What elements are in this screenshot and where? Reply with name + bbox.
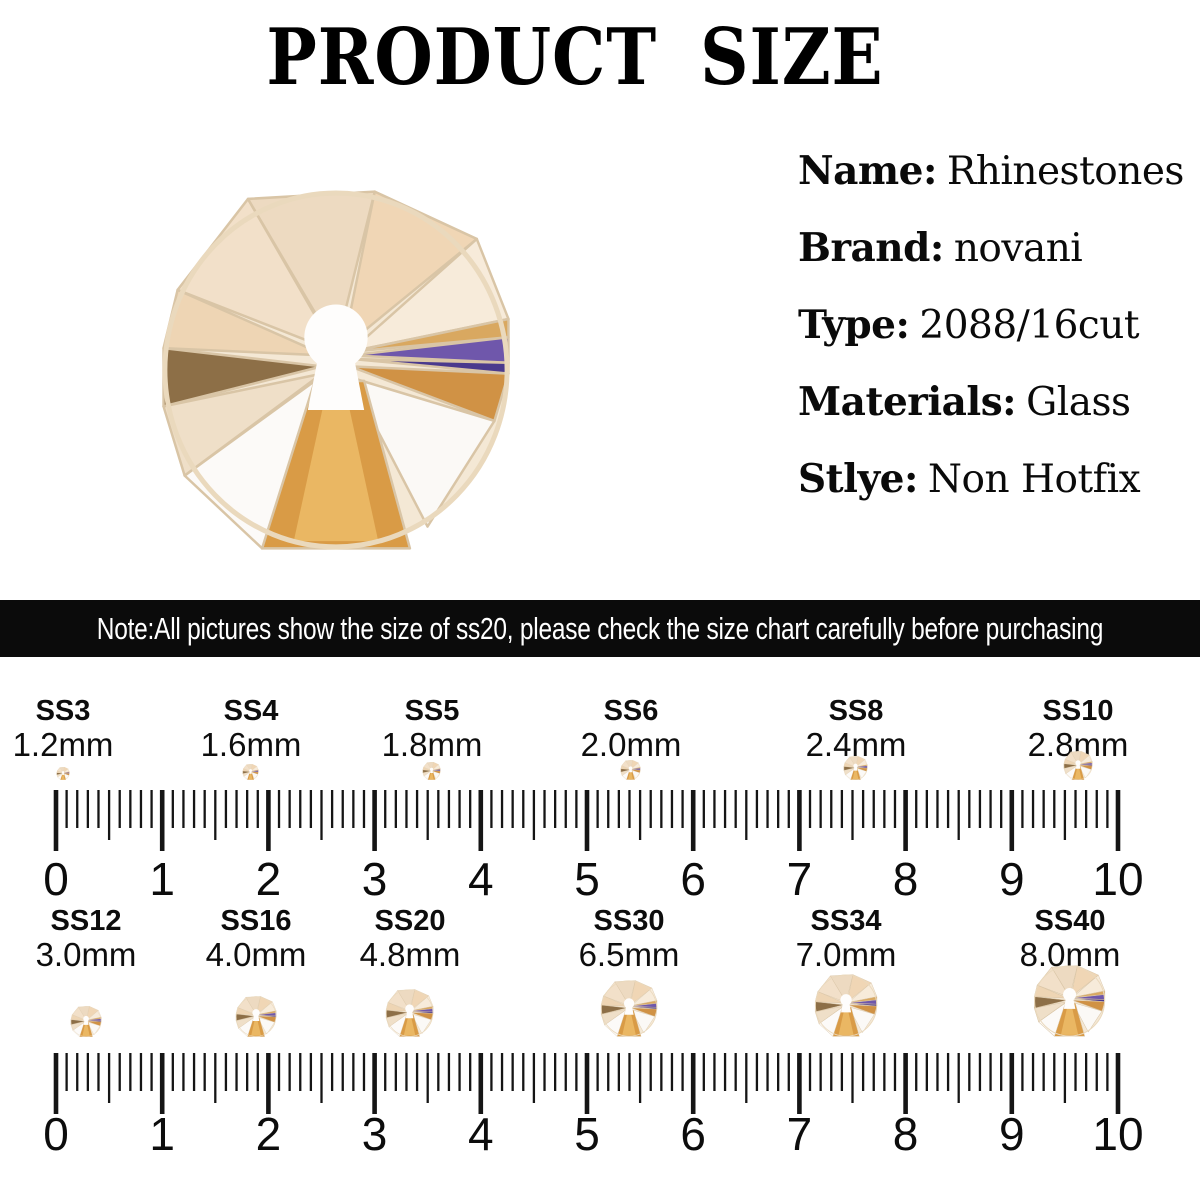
size-name: SS20 (374, 905, 446, 937)
size-column-ss20: SS20 4.8mm (359, 905, 461, 1037)
ruler-number: 8 (893, 1108, 919, 1160)
rhinestone-icon (235, 996, 277, 1037)
size-row-large: SS12 3.0mm SS16 4.0mm SS20 4.8mm SS30 6.5mm SS34… (0, 905, 1200, 1037)
spec-row: Stlye: Non Hotfix (798, 458, 1198, 501)
ruler-number: 9 (999, 1108, 1025, 1160)
size-name: SS10 (1042, 695, 1114, 727)
ruler-number: 0 (43, 853, 69, 901)
size-row-small: SS3 1.2mm SS4 1.6mm SS5 1.8mm SS6 2.0mm SS8 2.4mm… (0, 695, 1200, 780)
spec-row: Materials: Glass (798, 381, 1198, 424)
ruler-number: 3 (362, 1108, 388, 1160)
spec-row: Name: Rhinestones (798, 150, 1198, 193)
ruler-number: 3 (362, 853, 388, 901)
size-column-ss30: SS30 6.5mm (578, 905, 680, 1037)
spec-label: Brand: (798, 225, 944, 271)
size-mm: 1.6mm (200, 726, 302, 763)
rhinestone-icon (70, 1006, 102, 1037)
ruler-number: 4 (468, 853, 494, 901)
ruler-number: 8 (893, 853, 919, 901)
rhinestone-icon (844, 756, 868, 780)
ruler-number: 1 (149, 1108, 175, 1160)
rhinestone-icon (423, 762, 441, 780)
spec-list: Name: Rhinestones Brand: novani Type: 2088/16… (798, 150, 1198, 535)
spec-value: novani (953, 226, 1083, 271)
rhinestone-icon (243, 764, 259, 780)
size-name: SS12 (50, 905, 122, 937)
ruler-number: 0 (43, 1108, 69, 1160)
size-mm: 6.5mm (578, 936, 680, 973)
page-title: PRODUCT SIZE (266, 12, 884, 103)
ruler-number: 7 (787, 1108, 813, 1160)
spec-row: Brand: novani (798, 227, 1198, 270)
size-name: SS30 (593, 905, 665, 937)
size-mm: 3.0mm (35, 936, 137, 973)
ruler-number: 10 (1092, 853, 1143, 901)
spec-value: 2088/16cut (919, 303, 1140, 348)
ruler-number: 4 (468, 1108, 494, 1160)
spec-value: Non Hotfix (927, 457, 1141, 502)
rhinestone-icon (1063, 751, 1093, 780)
ruler-number: 10 (1092, 1108, 1143, 1160)
rhinestone-icon (600, 980, 658, 1037)
spec-label: Stlye: (798, 456, 918, 502)
size-name: SS6 (603, 695, 659, 727)
size-name: SS5 (404, 695, 460, 727)
size-column-ss12: SS12 3.0mm (35, 905, 137, 1037)
size-column-ss4: SS4 1.6mm (200, 695, 302, 780)
spec-row: Type: 2088/16cut (798, 304, 1198, 347)
ruler-number: 7 (787, 853, 813, 901)
rhinestone-icon (1034, 965, 1106, 1037)
ruler-number: 2 (256, 853, 282, 901)
size-mm: 1.8mm (381, 726, 483, 763)
size-column-ss5: SS5 1.8mm (381, 695, 483, 780)
spec-value: Rhinestones (946, 149, 1185, 194)
product-rhinestone-image (160, 188, 512, 552)
ruler-number: 6 (680, 853, 706, 901)
ruler-number: 5 (574, 853, 600, 901)
size-mm: 4.0mm (205, 936, 307, 973)
rhinestone-icon (56, 767, 70, 780)
spec-label: Type: (798, 302, 910, 348)
rhinestone-icon (814, 974, 878, 1037)
size-column-ss3: SS3 1.2mm (12, 695, 114, 780)
ruler-number: 2 (256, 1108, 282, 1160)
rhinestone-icon (386, 989, 434, 1037)
size-name: SS8 (828, 695, 884, 727)
size-column-ss6: SS6 2.0mm (580, 695, 682, 780)
size-column-ss8: SS8 2.4mm (806, 695, 906, 780)
size-name: SS3 (35, 695, 91, 727)
size-mm: 2.0mm (580, 726, 682, 763)
ruler-number: 5 (574, 1108, 600, 1160)
ruler-top: 0 1 2 3 4 5 6 7 8 9 10 (43, 790, 1144, 901)
rhinestone-icon (621, 760, 641, 780)
size-mm: 7.0mm (795, 936, 897, 973)
size-column-ss16: SS16 4.0mm (205, 905, 307, 1037)
size-column-ss34: SS34 7.0mm (795, 905, 897, 1037)
size-mm: 4.8mm (359, 936, 461, 973)
size-column-ss40: SS40 8.0mm (1020, 905, 1120, 1037)
size-name: SS4 (223, 695, 279, 727)
note-text: Note:All pictures show the size of ss20,… (96, 610, 1104, 646)
size-name: SS16 (220, 905, 292, 937)
ruler-number: 6 (680, 1108, 706, 1160)
spec-label: Name: (798, 148, 937, 194)
spec-value: Glass (1026, 380, 1131, 425)
spec-label: Materials: (798, 379, 1017, 425)
ruler-number: 9 (999, 853, 1025, 901)
size-column-ss10: SS10 2.8mm (1028, 695, 1128, 780)
size-name: SS40 (1034, 905, 1106, 937)
ruler-number: 1 (149, 853, 175, 901)
size-mm: 1.2mm (12, 726, 114, 763)
ruler-bottom: 0 1 2 3 4 5 6 7 8 9 10 (43, 1053, 1144, 1160)
note-banner: Note:All pictures show the size of ss20,… (0, 600, 1200, 657)
size-name: SS34 (810, 905, 882, 937)
